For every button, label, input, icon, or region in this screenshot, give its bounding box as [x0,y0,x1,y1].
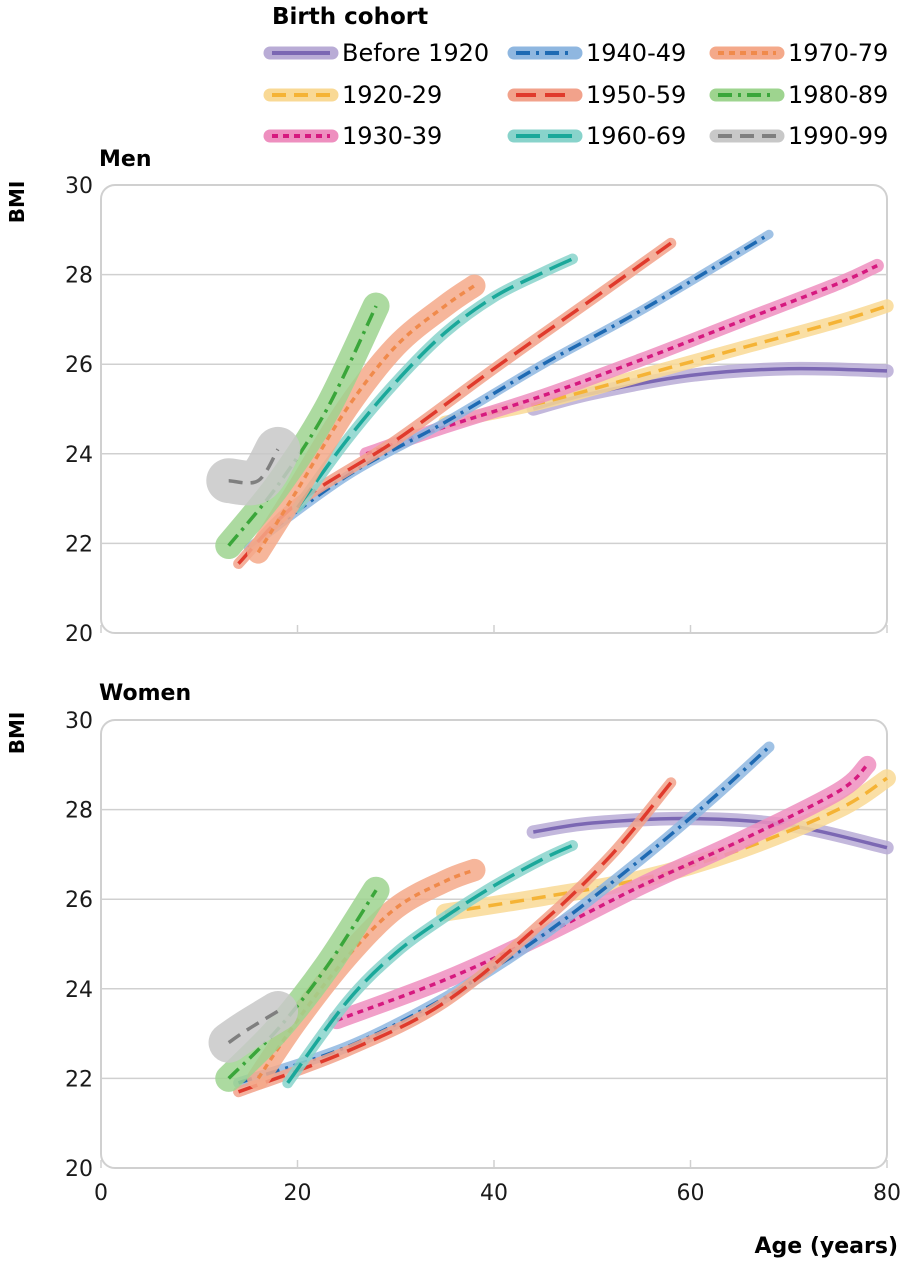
legend-label: 1940-49 [586,39,686,67]
y-tick-label: 24 [65,978,93,1003]
legend-item-1980-89: 1980-89 [709,81,888,109]
legend-item-1920-29: 1920-29 [263,81,442,109]
legend-title: Birth cohort [272,4,428,30]
panel-title-women: Women [99,681,191,706]
legend-item-1960-69: 1960-69 [507,122,686,150]
y-tick-label: 26 [65,888,93,913]
y-tick-label: 28 [65,799,93,824]
legend-item-1970-79: 1970-79 [709,39,888,67]
y-axis-label-women: BMI [5,712,29,755]
series-1960-69 [292,253,578,513]
legend-label: 1950-59 [586,81,686,109]
panel-title-men: Men [99,147,151,172]
y-tick-label: 30 [65,174,93,199]
legend-label: 1960-69 [586,122,686,150]
y-tick-label: 28 [65,264,93,289]
series-line [237,241,672,565]
series-line [228,448,280,485]
legend-label: 1920-29 [342,81,442,109]
y-tick-label: 22 [65,1067,93,1092]
x-axis-label: Age (years) [754,1234,898,1259]
series-1980-89 [215,876,390,1092]
series-line [296,257,574,509]
legend: Birth cohort Before 1920 1920-29 1930-39 19… [263,4,888,150]
series-1930-39 [327,755,877,1030]
series-1950-59 [233,777,677,1098]
legend-label: 1980-89 [788,81,888,109]
series-line [256,284,476,554]
series-line [444,304,888,425]
legend-item-1930-39: 1930-39 [263,122,442,150]
series-1970-79 [247,274,486,564]
plot-area [100,719,888,1169]
legend-items: Before 1920 1920-29 1930-39 1940-49 1950-59 1… [263,39,888,150]
series-1960-69 [282,840,578,1089]
series-line [286,843,574,1084]
x-tick-label: 80 [873,1181,901,1206]
series-1990-99 [206,426,301,506]
y-tick-label: 26 [65,353,93,378]
series-line [237,781,673,1094]
y-tick-label: 20 [65,622,93,647]
series-line [365,264,878,456]
legend-item-1990-99: 1990-99 [709,122,888,150]
legend-label: Before 1920 [342,39,489,67]
series-line [336,763,869,1022]
panel-men: Men BMI 20 22 24 26 28 30 [5,147,894,647]
legend-label: 1990-99 [788,122,888,150]
legend-label: 1970-79 [788,39,888,67]
y-axis-label-men: BMI [5,181,29,224]
series-line [444,776,888,915]
legend-item-1940-49: 1940-49 [507,39,686,67]
series-line [227,889,378,1080]
x-tick-label: 60 [677,1181,705,1206]
x-tick-label: 40 [480,1181,508,1206]
legend-label: 1930-39 [342,122,442,150]
y-tick-label: 30 [65,709,93,734]
legend-item-before-1920: Before 1920 [263,39,489,67]
series-line [227,305,378,547]
series-line [237,745,771,1085]
y-tick-label: 24 [65,443,93,468]
series-1990-99 [208,991,299,1063]
legend-item-1950-59: 1950-59 [507,81,686,109]
x-tick-label: 20 [284,1181,312,1206]
y-tick-label: 20 [65,1157,93,1182]
x-tick-label: 0 [94,1181,108,1206]
series-line [247,232,770,550]
series-line [227,1009,279,1045]
y-tick-label: 22 [65,532,93,557]
series-1980-89 [215,292,390,560]
